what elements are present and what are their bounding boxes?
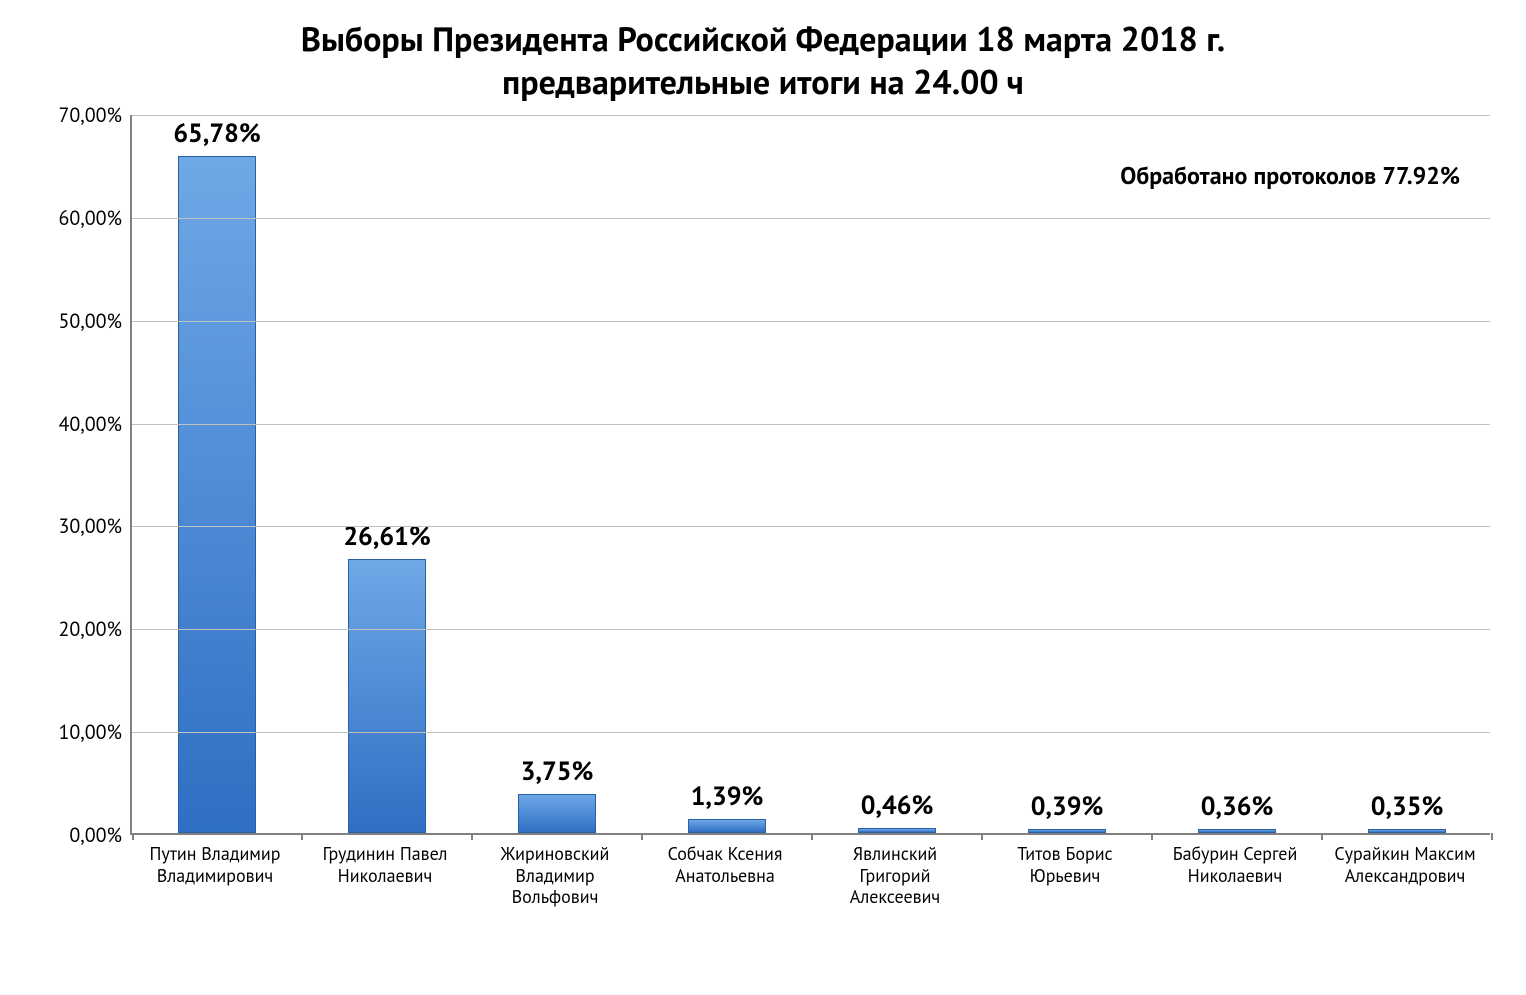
- y-tick-label: 70,00%: [58, 102, 122, 128]
- x-axis-label: ЯвлинскийГригорийАлексеевич: [810, 843, 980, 908]
- x-tick: [1321, 833, 1323, 840]
- bar-value-label: 0,36%: [1201, 790, 1274, 823]
- bar: [518, 794, 596, 833]
- y-tick-label: 40,00%: [58, 411, 122, 437]
- y-tick-label: 10,00%: [58, 719, 122, 745]
- bar-slot: 0,46%: [812, 115, 982, 833]
- x-axis-label: Грудинин ПавелНиколаевич: [300, 843, 470, 886]
- bar-slot: 1,39%: [642, 115, 812, 833]
- y-tick-label: 0,00%: [69, 822, 122, 848]
- x-tick: [301, 833, 303, 840]
- grid-line: [132, 732, 1490, 733]
- bar: [1198, 829, 1276, 833]
- chart-area: 0,00% 10,00% 20,00% 30,00% 40,00% 50,00% 60,00…: [40, 115, 1500, 965]
- x-tick: [981, 833, 983, 840]
- grid-line: [132, 424, 1490, 425]
- x-axis-label: Сурайкин МаксимАлександрович: [1320, 843, 1490, 886]
- bar-value-label: 26,61%: [343, 520, 430, 553]
- bar: [1368, 829, 1446, 833]
- bar-value-label: 0,46%: [861, 789, 934, 822]
- bar-value-label: 0,35%: [1371, 790, 1444, 823]
- bar-slot: 0,36%: [1152, 115, 1322, 833]
- x-tick: [1491, 833, 1493, 840]
- bar: [858, 828, 936, 833]
- plot-area: Обработано протоколов 77.92% 65,78%26,61…: [130, 115, 1490, 835]
- y-axis: 0,00%10,00%20,00%30,00%40,00%50,00%60,00…: [40, 115, 130, 835]
- chart-title: Выборы Президента Российской Федерации 1…: [0, 0, 1526, 103]
- bar: [1028, 829, 1106, 833]
- title-line-2: предварительные итоги на 24.00 ч: [0, 61, 1526, 104]
- x-tick: [641, 833, 643, 840]
- chart-page: Выборы Президента Российской Федерации 1…: [0, 0, 1526, 995]
- bar-slot: 3,75%: [472, 115, 642, 833]
- grid-line: [132, 115, 1490, 116]
- grid-line: [132, 526, 1490, 527]
- x-tick: [1151, 833, 1153, 840]
- bar-value-label: 3,75%: [521, 755, 594, 788]
- bar: [348, 559, 426, 833]
- bars-container: 65,78% 26,61% 3,75% 1,39% 0,46% 0,39% 0,36% 0,3…: [132, 115, 1490, 833]
- bar-slot: 0,39%: [982, 115, 1152, 833]
- bar-value-label: 65,78%: [173, 117, 260, 150]
- x-axis-label: Путин ВладимирВладимирович: [130, 843, 300, 886]
- bar: [688, 819, 766, 833]
- bar-slot: 0,35%: [1322, 115, 1492, 833]
- x-tick: [471, 833, 473, 840]
- grid-line: [132, 629, 1490, 630]
- grid-line: [132, 321, 1490, 322]
- x-tick: [811, 833, 813, 840]
- bar-value-label: 1,39%: [691, 780, 764, 813]
- bar-value-label: 0,39%: [1031, 790, 1104, 823]
- y-tick-label: 30,00%: [58, 513, 122, 539]
- grid-line: [132, 218, 1490, 219]
- x-axis-label: ЖириновскийВладимирВольфович: [470, 843, 640, 908]
- x-tick: [132, 833, 134, 840]
- bar-slot: 26,61%: [302, 115, 472, 833]
- title-line-1: Выборы Президента Российской Федерации 1…: [0, 18, 1526, 61]
- x-axis-label: Титов БорисЮрьевич: [980, 843, 1150, 886]
- y-tick-label: 60,00%: [58, 205, 122, 231]
- x-axis-label: Собчак КсенияАнатольевна: [640, 843, 810, 886]
- x-axis-label: Бабурин СергейНиколаевич: [1150, 843, 1320, 886]
- y-tick-label: 20,00%: [58, 616, 122, 642]
- bar-slot: 65,78%: [132, 115, 302, 833]
- y-tick-label: 50,00%: [58, 308, 122, 334]
